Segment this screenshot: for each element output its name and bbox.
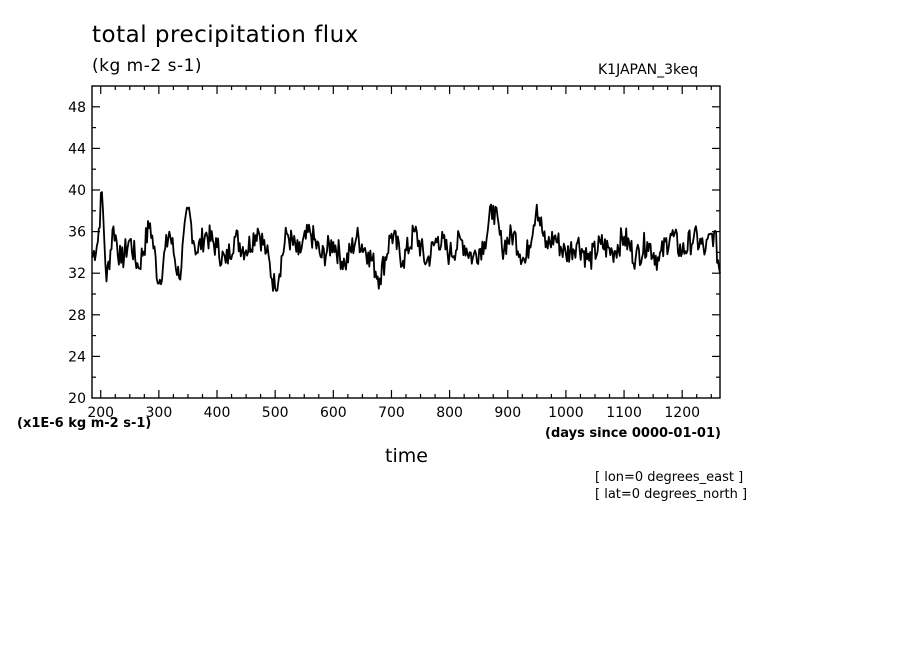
x-tick-label: 500 bbox=[262, 405, 289, 421]
chart-title: total precipitation flux bbox=[92, 22, 359, 48]
run-id-label: K1JAPAN_3keq bbox=[598, 62, 699, 78]
y-tick-label: 48 bbox=[68, 100, 86, 116]
x-tick-label: 900 bbox=[494, 405, 521, 421]
y-tick-label: 36 bbox=[68, 225, 86, 241]
y-tick-label: 44 bbox=[68, 141, 86, 157]
y-tick-label: 24 bbox=[68, 349, 86, 365]
x-tick-label: 600 bbox=[320, 405, 347, 421]
chart-units: (kg m-2 s-1) bbox=[92, 56, 203, 76]
x-axis: 200 300 400 500 600 700 800 900 1000 1100 1200 bbox=[87, 86, 712, 421]
x-tick-label: 1100 bbox=[606, 405, 642, 421]
y-scale-note: (x1E-6 kg m-2 s-1) bbox=[17, 416, 152, 431]
x-tick-label: 700 bbox=[378, 405, 405, 421]
y-axis: 20 24 28 32 36 40 44 48 bbox=[68, 100, 720, 407]
series-line bbox=[91, 191, 721, 292]
x-tick-label: 800 bbox=[436, 405, 463, 421]
y-tick-label: 40 bbox=[68, 183, 86, 199]
y-tick-label: 20 bbox=[68, 391, 86, 407]
x-axis-units: (days since 0000-01-01) bbox=[545, 426, 721, 441]
lon-note: [ lon=0 degrees_east ] bbox=[595, 470, 744, 485]
y-tick-label: 32 bbox=[68, 266, 86, 282]
plot-frame bbox=[91, 85, 721, 399]
y-tick-label: 28 bbox=[68, 308, 86, 324]
x-tick-label: 300 bbox=[146, 405, 173, 421]
x-tick-label: 200 bbox=[87, 405, 114, 421]
lat-note: [ lat=0 degrees_north ] bbox=[595, 487, 748, 502]
x-tick-label: 1200 bbox=[664, 405, 700, 421]
x-tick-label: 1000 bbox=[548, 405, 584, 421]
x-tick-label: 400 bbox=[204, 405, 231, 421]
x-axis-label: time bbox=[385, 445, 428, 467]
